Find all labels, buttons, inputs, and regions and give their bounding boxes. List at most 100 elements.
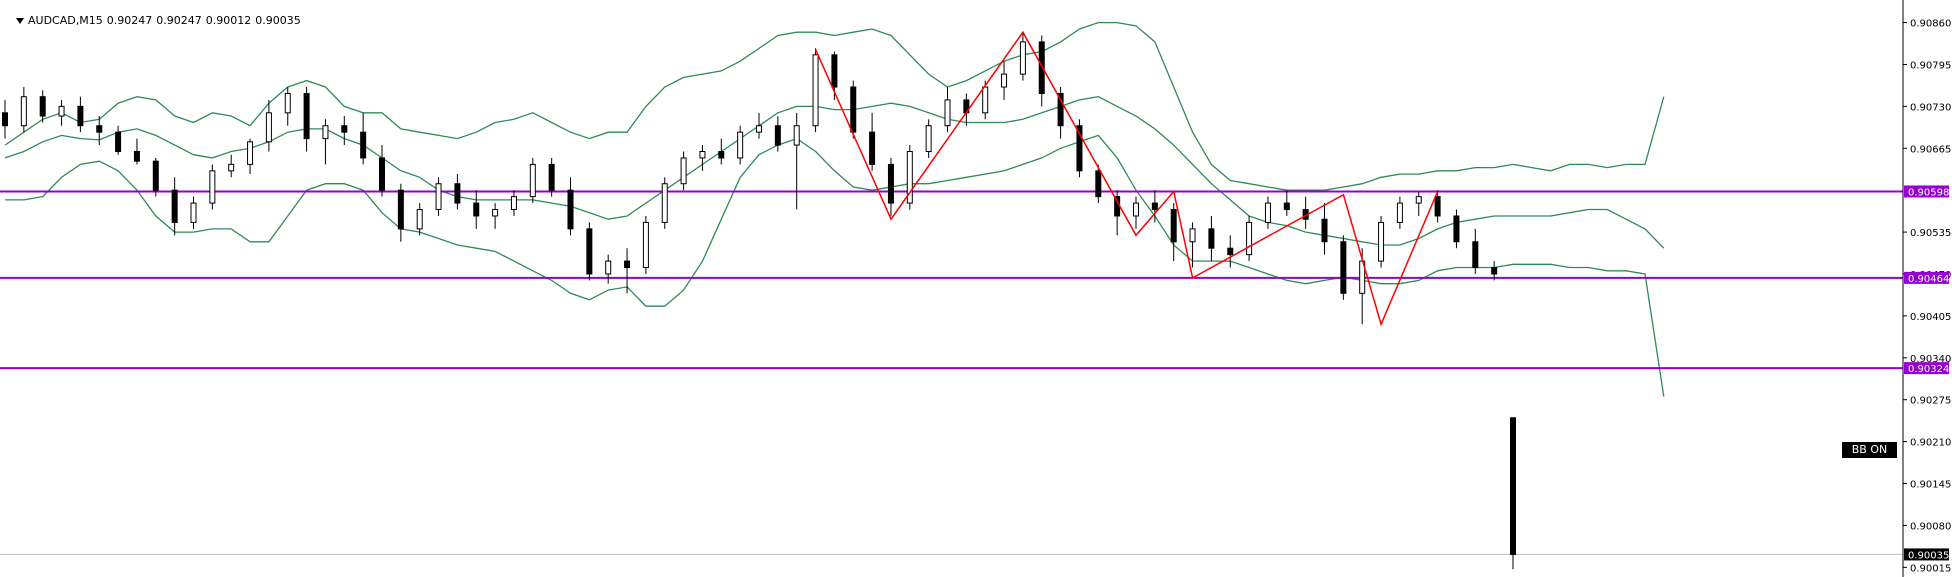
candle-body-bull xyxy=(284,92,291,114)
candle xyxy=(1208,215,1215,262)
chart-menu-icon[interactable] xyxy=(16,18,24,24)
candle-body-bull xyxy=(20,96,27,127)
candle xyxy=(228,154,235,178)
candle-body-bull xyxy=(605,260,612,275)
candle xyxy=(1510,417,1516,570)
candle xyxy=(1415,191,1422,216)
candle-body-bear xyxy=(360,131,367,159)
candle-body-bull xyxy=(510,196,517,211)
candle-body-bull xyxy=(925,125,932,153)
candle-body-bear xyxy=(115,131,122,153)
candle-body-bear xyxy=(379,157,385,191)
candle xyxy=(774,116,781,152)
candle-body-bull xyxy=(793,125,800,146)
candle xyxy=(341,116,348,146)
candle xyxy=(1246,215,1253,262)
candle-body-bear xyxy=(1170,209,1177,243)
candle-body-bear xyxy=(152,160,159,191)
price-axis: 0.90860 0.90795 0.90730 0.90665 0.90535 0.904… xyxy=(1902,0,1952,577)
candle xyxy=(1133,196,1139,229)
candle xyxy=(284,87,291,126)
candle xyxy=(1378,215,1385,268)
candle xyxy=(1264,196,1271,229)
candle xyxy=(1396,196,1403,229)
candle-body-bear xyxy=(473,202,480,217)
candle xyxy=(1302,196,1309,229)
bb-toggle-button[interactable]: BB ON xyxy=(1842,442,1897,458)
bollinger-lower-line xyxy=(5,134,1665,397)
candle-body-bull xyxy=(1019,41,1026,75)
candle-body-bear xyxy=(1208,228,1215,249)
close-price: 0.90035 xyxy=(255,14,301,27)
candle-body-bull xyxy=(680,157,687,185)
price-tick-label: 0.90535 xyxy=(1910,228,1951,239)
candle-body-bull xyxy=(529,163,536,198)
price-tick-label: 0.90795 xyxy=(1910,60,1951,71)
candle-body-bull xyxy=(209,170,216,204)
hline-price-label: 0.90598 xyxy=(1908,187,1949,198)
candle xyxy=(982,80,989,120)
candle-body-bull xyxy=(265,112,272,143)
candle-body-bull xyxy=(322,125,329,140)
candle xyxy=(1453,209,1460,249)
candle-body-bull xyxy=(190,202,197,223)
candle-body-bull xyxy=(416,209,423,230)
price-tick-label: 0.90015 xyxy=(1910,563,1951,574)
candle-body-bull xyxy=(906,151,913,204)
candle xyxy=(605,254,612,284)
candle-body-bear xyxy=(567,189,574,230)
candle-body-bear xyxy=(586,228,593,275)
candle xyxy=(1227,235,1234,268)
candle-body-bear xyxy=(774,125,781,146)
candle xyxy=(1321,203,1328,255)
candle xyxy=(624,248,631,294)
candle-body-bear xyxy=(1283,202,1290,211)
candle-body-bear xyxy=(1340,241,1347,294)
candle xyxy=(1189,222,1196,268)
candle xyxy=(115,125,122,155)
zigzag-polyline xyxy=(814,30,1439,327)
bollinger-bands xyxy=(4,21,1665,397)
candle-body-bull xyxy=(435,183,442,211)
candle xyxy=(58,99,65,126)
candle-body-bull xyxy=(247,141,254,165)
candle-body-bull xyxy=(812,54,819,127)
candle xyxy=(680,151,687,191)
candle xyxy=(247,138,254,175)
candle xyxy=(492,203,499,229)
candle-body-bear xyxy=(171,189,178,223)
candle xyxy=(322,119,329,165)
horizontal-price-lines[interactable] xyxy=(0,190,1903,555)
candle xyxy=(850,80,857,139)
candle-body-bull xyxy=(1246,221,1253,256)
candle xyxy=(2,99,8,139)
candle xyxy=(812,48,819,133)
candle-body-bear xyxy=(1434,196,1441,217)
candle-body-bear xyxy=(1227,247,1234,256)
candle-body-bear xyxy=(1038,41,1045,94)
candle-body-bull xyxy=(58,105,65,117)
candle xyxy=(1057,87,1064,139)
candle-body-bull xyxy=(699,151,706,159)
price-tick-label: 0.90405 xyxy=(1910,312,1951,323)
candle xyxy=(454,174,461,210)
candle xyxy=(473,190,480,229)
candle-body-bear xyxy=(39,96,46,117)
price-tick-label: 0.90340 xyxy=(1910,354,1951,365)
candle xyxy=(39,90,46,123)
bollinger-upper-line xyxy=(4,21,1665,191)
candle xyxy=(1019,32,1026,81)
candle xyxy=(887,157,894,216)
candle-body-bear xyxy=(1151,202,1158,211)
price-tick-label: 0.90665 xyxy=(1910,144,1951,155)
hline-label-background xyxy=(1904,362,1949,375)
candle xyxy=(642,215,649,274)
candle-body-bear xyxy=(1057,92,1064,127)
candle-body-bear xyxy=(397,189,404,230)
candle xyxy=(925,119,932,158)
candle xyxy=(1170,203,1177,262)
candle xyxy=(435,177,442,216)
hline-price-label: 0.90464 xyxy=(1908,274,1949,285)
